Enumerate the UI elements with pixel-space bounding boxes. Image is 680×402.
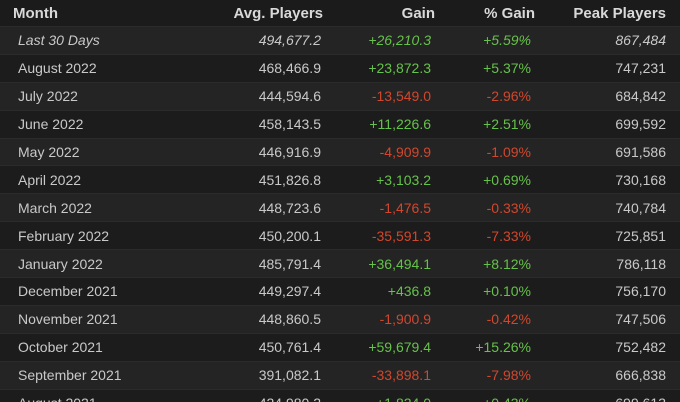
table-row: January 2022 485,791.4 +36,494.1 +8.12% 786,…	[0, 249, 680, 278]
cell-month: March 2022	[0, 193, 185, 222]
cell-month: Last 30 Days	[0, 26, 185, 55]
cell-peak-players: 699,592	[535, 109, 680, 139]
cell-avg-players: 485,791.4	[185, 249, 323, 278]
cell-pct-gain: +15.26%	[435, 332, 535, 362]
cell-avg-players: 449,297.4	[185, 277, 323, 306]
cell-peak-players: 730,168	[535, 165, 680, 194]
cell-avg-players: 448,723.6	[185, 193, 323, 222]
cell-gain: +23,872.3	[323, 53, 435, 83]
table-body: Last 30 Days 494,677.2 +26,210.3 +5.59% 867,…	[0, 26, 680, 402]
cell-gain: +3,103.2	[323, 165, 435, 194]
cell-peak-players: 691,586	[535, 137, 680, 166]
cell-pct-gain: -0.42%	[435, 304, 535, 334]
cell-month: October 2021	[0, 332, 185, 362]
cell-peak-players: 752,482	[535, 332, 680, 362]
cell-month: August 2022	[0, 53, 185, 83]
cell-avg-players: 451,826.8	[185, 165, 323, 194]
cell-peak-players: 666,838	[535, 360, 680, 390]
cell-pct-gain: +2.51%	[435, 109, 535, 139]
cell-month: August 2021	[0, 388, 185, 402]
cell-pct-gain: +5.59%	[435, 26, 535, 55]
cell-gain: -4,909.9	[323, 137, 435, 166]
cell-pct-gain: -7.33%	[435, 221, 535, 250]
cell-gain: -35,591.3	[323, 221, 435, 250]
cell-avg-players: 424,980.2	[185, 388, 323, 402]
cell-month: April 2022	[0, 165, 185, 194]
table-row: December 2021 449,297.4 +436.8 +0.10% 756,17…	[0, 277, 680, 306]
header-peak-players[interactable]: Peak Players	[535, 0, 680, 27]
table-row: July 2022 444,594.6 -13,549.0 -2.96% 684,842	[0, 81, 680, 111]
header-pct-gain[interactable]: % Gain	[435, 0, 535, 27]
table-row: February 2022 450,200.1 -35,591.3 -7.33% 725…	[0, 221, 680, 250]
cell-pct-gain: +0.69%	[435, 165, 535, 194]
table-row: Last 30 Days 494,677.2 +26,210.3 +5.59% 867,…	[0, 26, 680, 55]
cell-peak-players: 725,851	[535, 221, 680, 250]
cell-month: September 2021	[0, 360, 185, 390]
cell-peak-players: 699,613	[535, 388, 680, 402]
cell-month: January 2022	[0, 249, 185, 278]
table-header: Month Avg. Players Gain % Gain Peak Play…	[0, 0, 680, 27]
cell-avg-players: 458,143.5	[185, 109, 323, 139]
table-row: June 2022 458,143.5 +11,226.6 +2.51% 699,592	[0, 109, 680, 139]
header-gain[interactable]: Gain	[323, 0, 435, 27]
cell-avg-players: 391,082.1	[185, 360, 323, 390]
cell-avg-players: 494,677.2	[185, 26, 323, 55]
table-row: May 2022 446,916.9 -4,909.9 -1.09% 691,586	[0, 137, 680, 166]
cell-pct-gain: +0.43%	[435, 388, 535, 402]
header-row: Month Avg. Players Gain % Gain Peak Play…	[0, 0, 680, 27]
table-row: September 2021 391,082.1 -33,898.1 -7.98% 66…	[0, 360, 680, 390]
cell-gain: +11,226.6	[323, 109, 435, 139]
cell-avg-players: 446,916.9	[185, 137, 323, 166]
cell-pct-gain: -1.09%	[435, 137, 535, 166]
cell-month: May 2022	[0, 137, 185, 166]
header-avg-players[interactable]: Avg. Players	[185, 0, 323, 27]
cell-peak-players: 684,842	[535, 81, 680, 111]
cell-avg-players: 450,200.1	[185, 221, 323, 250]
table-row: October 2021 450,761.4 +59,679.4 +15.26% 752…	[0, 332, 680, 362]
cell-gain: -1,476.5	[323, 193, 435, 222]
cell-gain: -13,549.0	[323, 81, 435, 111]
cell-avg-players: 448,860.5	[185, 304, 323, 334]
cell-avg-players: 468,466.9	[185, 53, 323, 83]
cell-month: November 2021	[0, 304, 185, 334]
cell-gain: +436.8	[323, 277, 435, 306]
table-row: August 2021424,980.2+1,824.0+0.43%699,61…	[0, 388, 680, 402]
cell-avg-players: 450,761.4	[185, 332, 323, 362]
table-row: August 2022 468,466.9 +23,872.3 +5.37% 747,2…	[0, 53, 680, 83]
cell-month: December 2021	[0, 277, 185, 306]
cell-pct-gain: -2.96%	[435, 81, 535, 111]
cell-peak-players: 867,484	[535, 26, 680, 55]
cell-month: February 2022	[0, 221, 185, 250]
table-row: April 2022 451,826.8 +3,103.2 +0.69% 730,168	[0, 165, 680, 194]
cell-gain: +26,210.3	[323, 26, 435, 55]
cell-pct-gain: +5.37%	[435, 53, 535, 83]
cell-peak-players: 747,231	[535, 53, 680, 83]
cell-peak-players: 740,784	[535, 193, 680, 222]
table-row: March 2022 448,723.6 -1,476.5 -0.33% 740,784	[0, 193, 680, 222]
header-month[interactable]: Month	[0, 0, 185, 27]
cell-pct-gain: +0.10%	[435, 277, 535, 306]
cell-gain: +59,679.4	[323, 332, 435, 362]
cell-gain: +36,494.1	[323, 249, 435, 278]
cell-month: July 2022	[0, 81, 185, 111]
cell-gain: -1,900.9	[323, 304, 435, 334]
cell-pct-gain: -0.33%	[435, 193, 535, 222]
table-row: November 2021 448,860.5 -1,900.9 -0.42% 747,…	[0, 304, 680, 334]
cell-month: June 2022	[0, 109, 185, 139]
cell-pct-gain: -7.98%	[435, 360, 535, 390]
cell-gain: -33,898.1	[323, 360, 435, 390]
cell-peak-players: 786,118	[535, 249, 680, 278]
cell-gain: +1,824.0	[323, 388, 435, 402]
cell-peak-players: 756,170	[535, 277, 680, 306]
cell-pct-gain: +8.12%	[435, 249, 535, 278]
cell-peak-players: 747,506	[535, 304, 680, 334]
cell-avg-players: 444,594.6	[185, 81, 323, 111]
